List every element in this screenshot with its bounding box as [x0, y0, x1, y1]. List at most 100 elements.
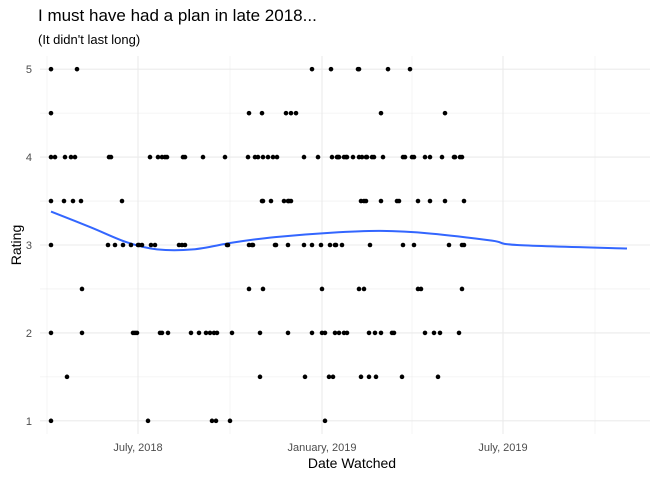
data-point — [319, 286, 325, 292]
data-point — [159, 330, 165, 336]
data-point — [407, 66, 413, 72]
data-point — [246, 110, 252, 116]
data-point — [227, 418, 233, 424]
data-point — [139, 242, 145, 248]
data-point — [182, 154, 188, 160]
data-point — [255, 154, 261, 160]
data-point — [396, 198, 402, 204]
data-point — [285, 330, 291, 336]
data-point — [400, 242, 406, 248]
data-point — [309, 242, 315, 248]
data-point — [105, 242, 111, 248]
y-axis-label: Rating — [8, 224, 24, 266]
data-point — [332, 330, 338, 336]
data-point — [309, 330, 315, 336]
data-point — [260, 154, 266, 160]
y-tick-label: 4 — [26, 152, 32, 164]
data-point — [48, 198, 54, 204]
data-point — [257, 374, 263, 380]
data-point — [225, 242, 231, 248]
data-point — [283, 110, 289, 116]
data-point — [229, 330, 235, 336]
data-point — [442, 110, 448, 116]
data-point — [422, 330, 428, 336]
data-point — [288, 198, 294, 204]
data-point — [182, 242, 188, 248]
data-point — [439, 154, 445, 160]
data-point — [147, 154, 153, 160]
data-point — [333, 242, 339, 248]
data-point — [281, 198, 287, 204]
data-point — [62, 154, 68, 160]
data-point — [214, 330, 220, 336]
data-point — [437, 330, 443, 336]
data-point — [456, 330, 462, 336]
data-point — [128, 242, 134, 248]
data-point — [459, 286, 465, 292]
data-point — [203, 330, 209, 336]
data-point — [361, 286, 367, 292]
data-point — [461, 242, 467, 248]
data-point — [329, 154, 335, 160]
data-point — [70, 198, 76, 204]
data-point — [418, 286, 424, 292]
x-axis-ticks: July, 2018 January, 2019 July, 2019 — [113, 442, 527, 454]
data-point — [74, 66, 80, 72]
data-point — [152, 242, 158, 248]
x-tick-label: January, 2019 — [288, 442, 357, 454]
data-point — [367, 242, 373, 248]
trend-line — [50, 210, 628, 252]
data-point — [164, 154, 170, 160]
data-point — [78, 198, 84, 204]
data-point — [112, 242, 118, 248]
data-point — [336, 154, 342, 160]
data-point — [309, 66, 315, 72]
data-point — [358, 374, 364, 380]
data-point — [257, 330, 263, 336]
data-point — [322, 330, 328, 336]
data-point — [427, 198, 433, 204]
data-point — [61, 198, 67, 204]
data-point — [431, 330, 437, 336]
data-point — [246, 286, 252, 292]
data-point — [415, 198, 421, 204]
data-point — [344, 330, 350, 336]
data-point — [260, 286, 266, 292]
chart-title: I must have had a plan in late 2018... — [38, 6, 317, 25]
data-point — [48, 110, 54, 116]
data-point — [371, 154, 377, 160]
data-point — [366, 374, 372, 380]
data-point — [459, 154, 465, 160]
data-point — [378, 330, 384, 336]
data-point — [380, 154, 386, 160]
data-point — [326, 374, 332, 380]
data-point — [259, 110, 265, 116]
data-point — [301, 242, 307, 248]
data-point — [364, 154, 370, 160]
data-point — [148, 242, 154, 248]
data-point — [48, 242, 54, 248]
data-point — [461, 198, 467, 204]
data-point — [411, 242, 417, 248]
data-point — [64, 374, 70, 380]
data-point — [378, 198, 384, 204]
data-point — [356, 286, 362, 292]
data-point — [452, 154, 458, 160]
data-point — [285, 242, 291, 248]
x-tick-label: July, 2019 — [478, 442, 527, 454]
data-point — [68, 154, 74, 160]
data-point — [336, 330, 342, 336]
data-point — [270, 154, 276, 160]
data-point — [72, 154, 78, 160]
data-point — [411, 154, 417, 160]
data-point — [207, 330, 213, 336]
data-point — [446, 242, 452, 248]
data-point — [293, 110, 299, 116]
data-point — [315, 154, 321, 160]
data-point — [402, 154, 408, 160]
data-point — [222, 154, 228, 160]
data-point — [301, 154, 307, 160]
data-point — [359, 154, 365, 160]
data-point — [48, 418, 54, 424]
